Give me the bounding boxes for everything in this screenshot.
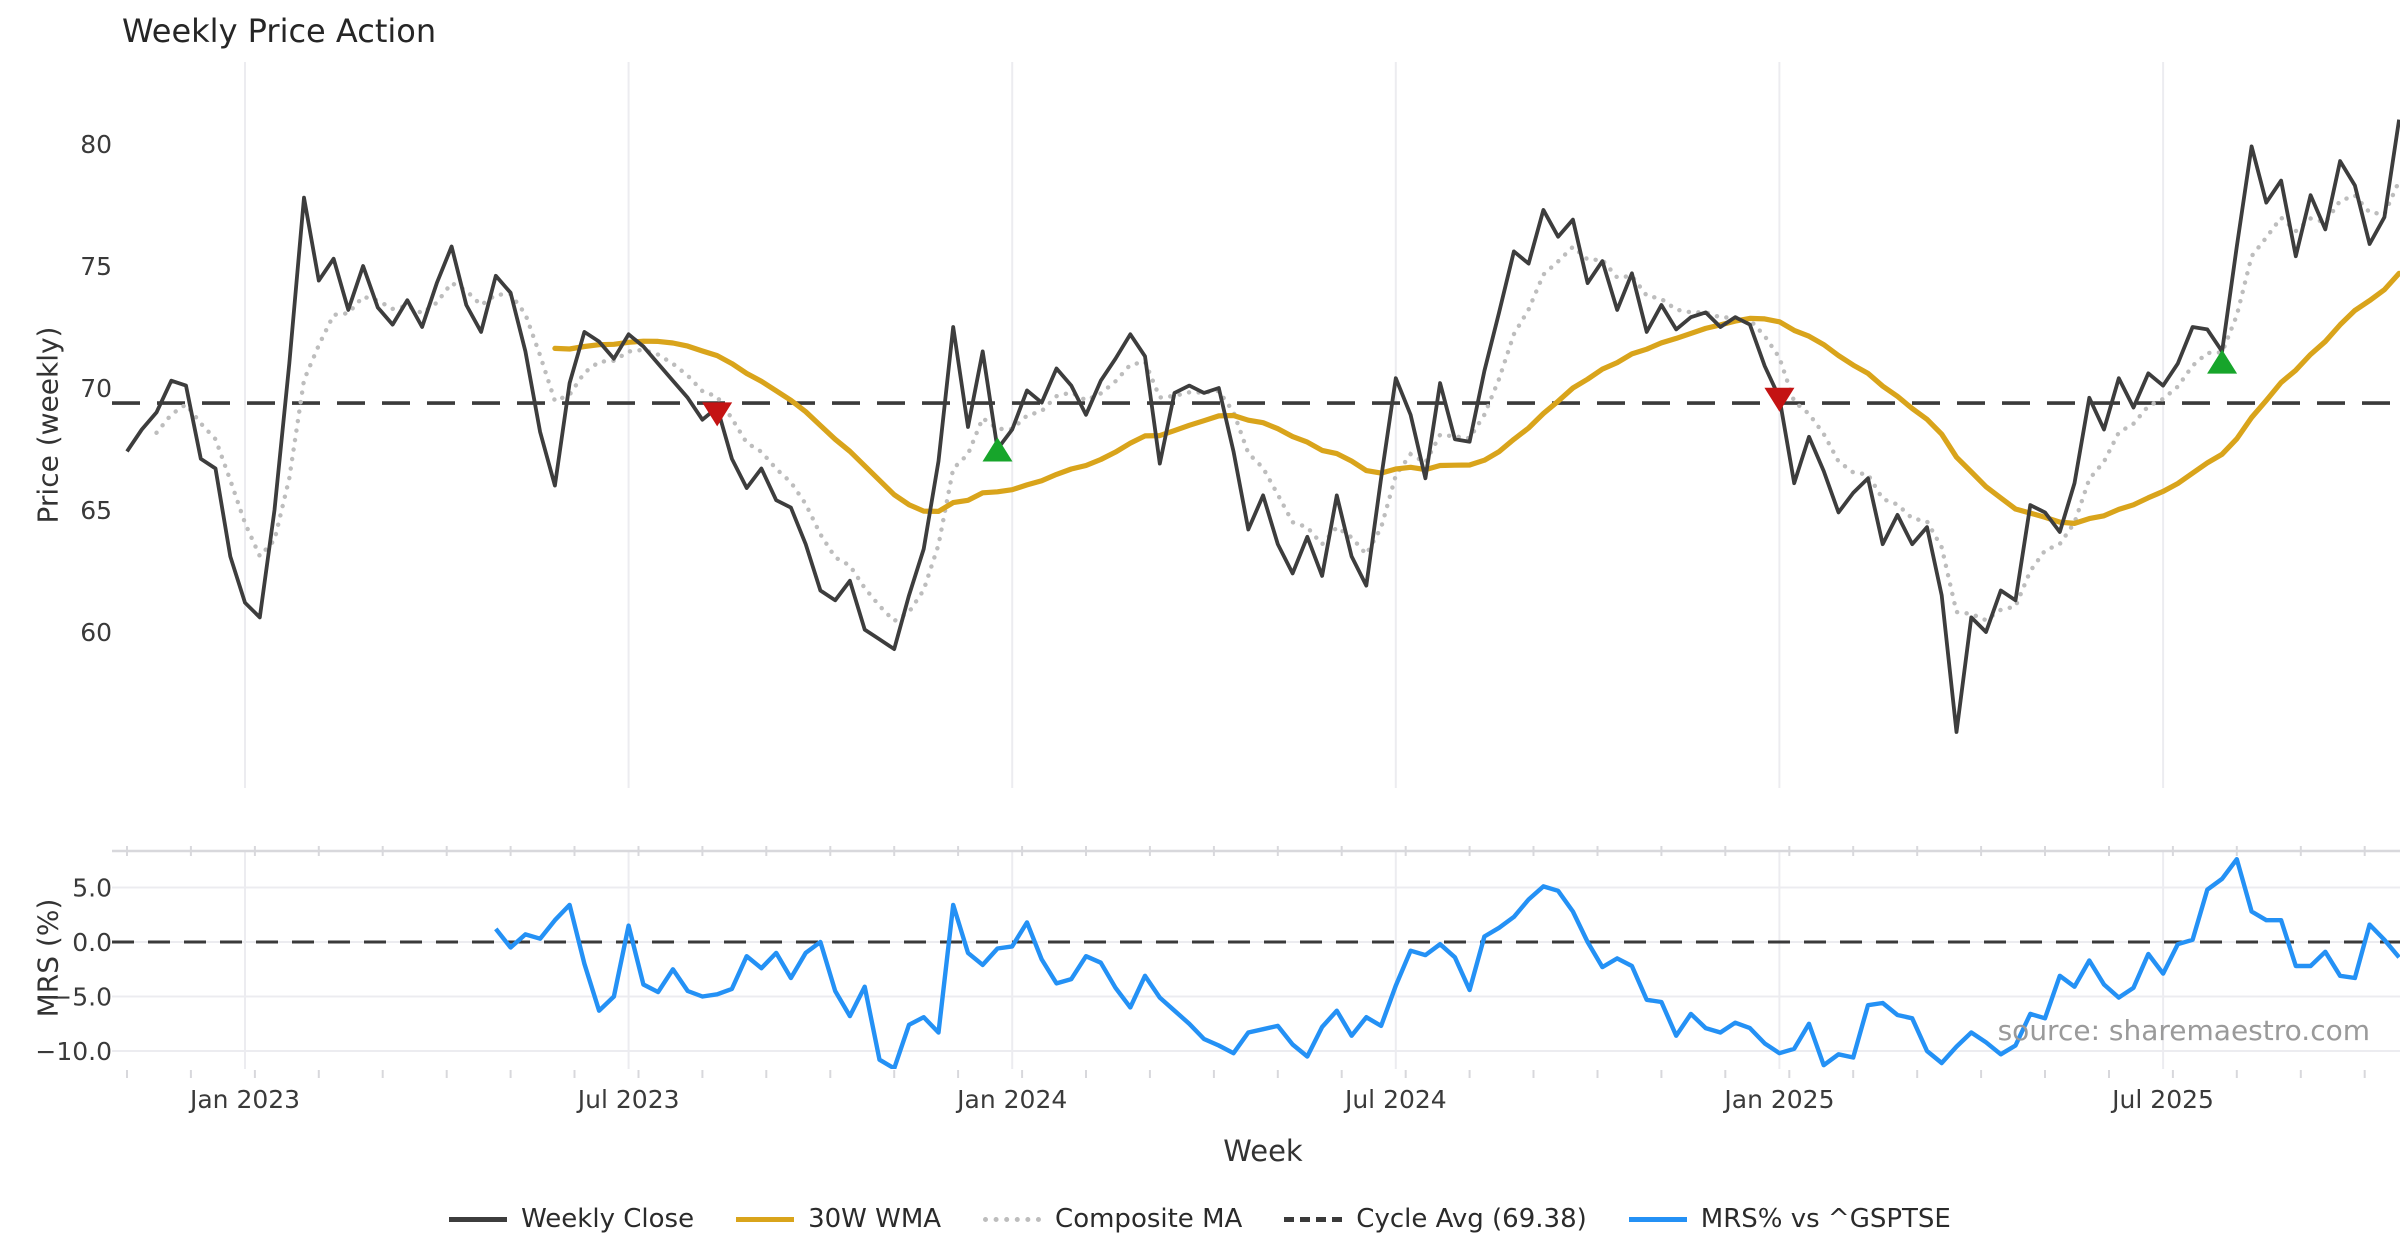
panel-borders-and-ticks (112, 846, 2400, 1078)
mrs-ytick-label: −10.0 (35, 1037, 112, 1066)
reference-lines (112, 401, 2400, 944)
sell-signal-marker (1764, 387, 1795, 412)
x-tick-label: Jan 2025 (1722, 1085, 1834, 1114)
legend-label: MRS% vs ^GSPTSE (1700, 1204, 1951, 1234)
legend-item: MRS% vs ^GSPTSE (1628, 1204, 1951, 1234)
legend-label: Composite MA (1055, 1204, 1243, 1234)
solid-line-sample-icon (1628, 1216, 1687, 1222)
solid-line-sample-icon (449, 1216, 508, 1222)
price-ytick-label: 80 (80, 130, 112, 159)
price-axis-label: Price (weekly) (31, 326, 65, 524)
chart-legend: Weekly Close 30W WMA Composite MA Cycle Avg… (0, 1204, 2400, 1234)
legend-item: Weekly Close (449, 1204, 694, 1234)
x-tick-label: Jul 2025 (2110, 1085, 2214, 1114)
sell-signal-marker (702, 402, 733, 427)
signal-markers (702, 349, 2238, 462)
gridlines (112, 62, 2400, 1069)
solid-line-sample-icon (736, 1216, 795, 1222)
legend-label: Weekly Close (521, 1204, 695, 1234)
mrs-ytick-label: 0.0 (72, 928, 112, 957)
legend-label: 30W WMA (808, 1204, 942, 1234)
price-series (125, 119, 2400, 734)
buy-signal-marker (2207, 349, 2238, 374)
price-ytick-label: 60 (80, 618, 112, 647)
composite-ma-line (154, 178, 2400, 624)
mrs-line (494, 857, 2400, 1069)
x-axis-label: Week (1223, 1134, 1303, 1168)
wma-30w-line (552, 270, 2400, 527)
buy-signal-marker (982, 437, 1013, 462)
dotted-line-sample-icon (983, 1216, 1042, 1222)
x-tick-label: Jan 2023 (188, 1085, 300, 1114)
legend-label: Cycle Avg (69.38) (1356, 1204, 1587, 1234)
price-ytick-label: 70 (80, 374, 112, 403)
legend-item: 30W WMA (736, 1204, 941, 1234)
legend-item: Cycle Avg (69.38) (1284, 1204, 1587, 1234)
legend-item: Composite MA (983, 1204, 1242, 1234)
mrs-ytick-label: 5.0 (72, 874, 112, 903)
price-ytick-label: 75 (80, 252, 112, 281)
x-tick-label: Jul 2024 (1343, 1085, 1447, 1114)
x-tick-label: Jan 2024 (955, 1085, 1067, 1114)
page-title: Weekly Price Action (122, 12, 437, 50)
mrs-axis-label: MRS (%) (31, 898, 65, 1018)
mrs-ytick-label: −5.0 (51, 983, 112, 1012)
x-tick-label: Jul 2023 (576, 1085, 680, 1114)
tick-labels: 80 75 70 65 60 5.0 0.0 −5.0 −10.0 Jan 2023 Jul 202… (35, 130, 2214, 1114)
dashed-line-sample-icon (1284, 1216, 1343, 1222)
mrs-series (494, 857, 2400, 1069)
source-attribution: source: sharemaestro.com (1997, 1014, 2370, 1047)
price-ytick-label: 65 (80, 496, 112, 525)
weekly-close-line (125, 119, 2400, 734)
